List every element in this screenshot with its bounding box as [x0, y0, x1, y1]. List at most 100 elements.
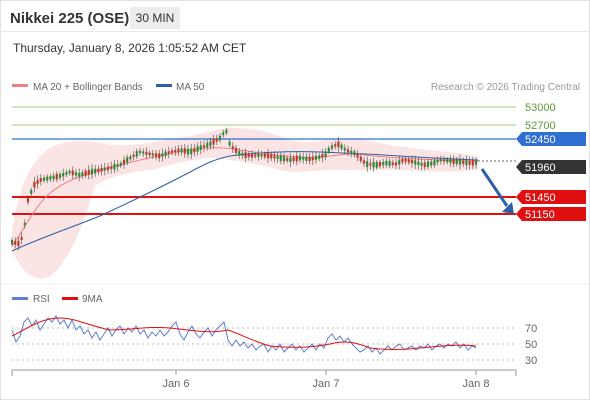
- candle-body: [71, 170, 74, 176]
- rsi-tag-50: 50: [525, 339, 537, 351]
- candle-body: [49, 176, 52, 180]
- ma50-line: [11, 151, 479, 252]
- candle-body: [81, 172, 84, 177]
- candle-body: [471, 160, 474, 166]
- candle-body: [321, 154, 324, 158]
- candle-body: [126, 157, 129, 163]
- candle-body: [266, 153, 270, 159]
- candle-body: [46, 176, 49, 181]
- candle-body: [158, 153, 161, 159]
- candle-body: [74, 172, 78, 176]
- candle-body: [423, 162, 426, 168]
- candle-body: [270, 154, 273, 159]
- candle-body: [327, 147, 330, 152]
- candle-body: [84, 170, 87, 176]
- candle-body: [241, 153, 244, 156]
- candle-body: [362, 160, 366, 164]
- candle-body: [116, 164, 119, 167]
- candle-body: [433, 160, 436, 166]
- candle-body: [174, 149, 177, 153]
- candle-body: [87, 169, 90, 175]
- candle-body: [119, 162, 122, 166]
- candle-body: [39, 178, 42, 182]
- candle-body: [302, 157, 305, 160]
- candle-body: [110, 166, 113, 169]
- candle-body: [62, 172, 65, 177]
- ma20-legend-label: MA 20 + Bollinger Bands: [33, 82, 143, 93]
- candle-body: [430, 161, 433, 166]
- candle-body: [353, 151, 356, 156]
- candle-body: [337, 141, 340, 148]
- candle-body: [439, 158, 442, 162]
- candle-body: [231, 146, 234, 149]
- x-axis-label-jan7: Jan 7: [313, 378, 340, 390]
- candle-body: [151, 153, 154, 156]
- candle-body: [468, 161, 471, 165]
- ma20-line: [11, 147, 479, 247]
- candle-body: [55, 173, 58, 180]
- candle-body: [222, 132, 225, 136]
- candle-body: [359, 156, 362, 162]
- price-tag-51960-bg: [516, 160, 586, 174]
- candle-body: [218, 135, 222, 141]
- candle-body: [180, 148, 183, 153]
- candle-body: [10, 239, 14, 245]
- candle-body: [260, 153, 263, 157]
- candle-body: [14, 240, 17, 245]
- candle-body: [183, 148, 186, 154]
- candle-body: [398, 160, 401, 165]
- candle-body: [369, 163, 372, 166]
- candle-body: [279, 155, 282, 162]
- candle-body: [138, 150, 142, 154]
- candle-body: [273, 155, 276, 159]
- candle-body: [356, 153, 359, 158]
- candle-body: [100, 167, 103, 172]
- datetime-label: Thursday, January 8, 2026 1:05:52 AM CET: [13, 41, 247, 55]
- candle-body: [122, 159, 126, 165]
- candle-body: [106, 166, 110, 171]
- candle-body: [289, 157, 292, 163]
- candle-body: [132, 154, 135, 157]
- candle-body: [113, 163, 116, 170]
- candle-body: [142, 151, 145, 154]
- candle-body: [372, 162, 375, 168]
- candle-body: [375, 162, 378, 168]
- candle-body: [42, 177, 46, 181]
- candle-body: [225, 129, 228, 134]
- rsi-ma-legend-label: 9MA: [82, 294, 103, 305]
- candle-body: [343, 147, 346, 151]
- price-candles: [10, 127, 478, 251]
- price-tag-53000: 53000: [525, 102, 556, 114]
- candle-body: [26, 197, 30, 203]
- candle-body: [292, 157, 295, 161]
- candle-body: [318, 155, 321, 159]
- candle-body: [30, 190, 33, 194]
- rsi-legend-label: RSI: [33, 294, 50, 305]
- candle-body: [382, 161, 385, 166]
- candle-body: [17, 240, 20, 247]
- candle-body: [68, 170, 71, 174]
- timeframe-selector[interactable]: 30 MIN: [130, 7, 180, 29]
- candle-body: [404, 159, 407, 162]
- candle-body: [298, 155, 302, 161]
- candle-body: [129, 156, 132, 160]
- candle-body: [254, 154, 257, 157]
- candle-body: [212, 139, 215, 145]
- candle-body: [305, 156, 308, 161]
- candle-body: [346, 149, 350, 153]
- candle-body: [263, 153, 266, 158]
- candle-body: [388, 160, 391, 166]
- candle-body: [308, 156, 311, 162]
- candle-body: [193, 148, 196, 153]
- price-tag-51450: 51450: [525, 192, 556, 204]
- candle-body: [167, 151, 170, 154]
- candle-body: [23, 222, 26, 226]
- candle-body: [458, 159, 462, 165]
- candle-body: [455, 159, 458, 165]
- candle-body: [148, 152, 151, 156]
- ma50-legend-label: MA 50: [176, 82, 205, 93]
- candle-body: [350, 150, 353, 154]
- candle-body: [177, 148, 180, 153]
- candle-body: [135, 151, 138, 157]
- candle-body: [276, 156, 279, 159]
